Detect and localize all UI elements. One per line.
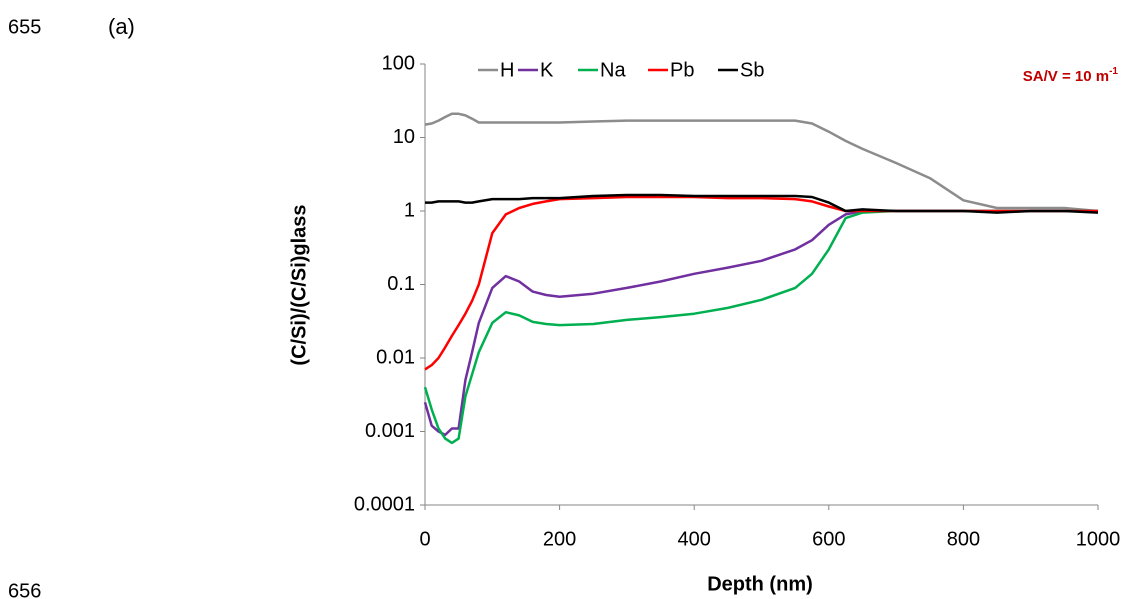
y-tick-label: 10 bbox=[393, 126, 415, 148]
y-tick-label: 0.1 bbox=[387, 273, 415, 295]
y-tick-label: 1 bbox=[404, 199, 415, 221]
y-axis-title: (C/Si)/(C/Si)glass bbox=[288, 204, 310, 365]
series-line bbox=[424, 195, 1098, 371]
series-line bbox=[423, 209, 1098, 445]
legend-label: Sb bbox=[740, 59, 764, 81]
x-tick-label: 800 bbox=[947, 528, 980, 550]
x-axis-title: Depth (nm) bbox=[707, 573, 813, 595]
y-tick-label: 100 bbox=[382, 52, 415, 74]
series-line bbox=[423, 209, 1098, 437]
line-number: 656 bbox=[8, 580, 41, 599]
annotation-sup: -1 bbox=[1109, 66, 1118, 77]
x-tick-label: 200 bbox=[543, 528, 576, 550]
line-number: 655 bbox=[8, 16, 41, 38]
y-tick-label: 0.01 bbox=[376, 346, 415, 368]
x-tick-label: 600 bbox=[812, 528, 845, 550]
series-line bbox=[425, 193, 1099, 214]
annotation: SA/V = 10 m-1 bbox=[1023, 66, 1119, 85]
y-tick-label: 0.0001 bbox=[354, 493, 415, 515]
legend-label: Na bbox=[600, 59, 626, 81]
legend-label: Pb bbox=[670, 59, 694, 81]
annotation-text: SA/V = 10 m bbox=[1023, 68, 1109, 85]
x-tick-label: 400 bbox=[678, 528, 711, 550]
panel-label: (a) bbox=[108, 14, 135, 39]
y-tick-label: 0.001 bbox=[365, 420, 415, 442]
x-tick-label: 0 bbox=[419, 528, 430, 550]
legend-label: H bbox=[500, 59, 514, 81]
legend-label: K bbox=[540, 59, 554, 81]
x-tick-label: 1000 bbox=[1076, 528, 1121, 550]
series-line bbox=[424, 112, 1099, 213]
